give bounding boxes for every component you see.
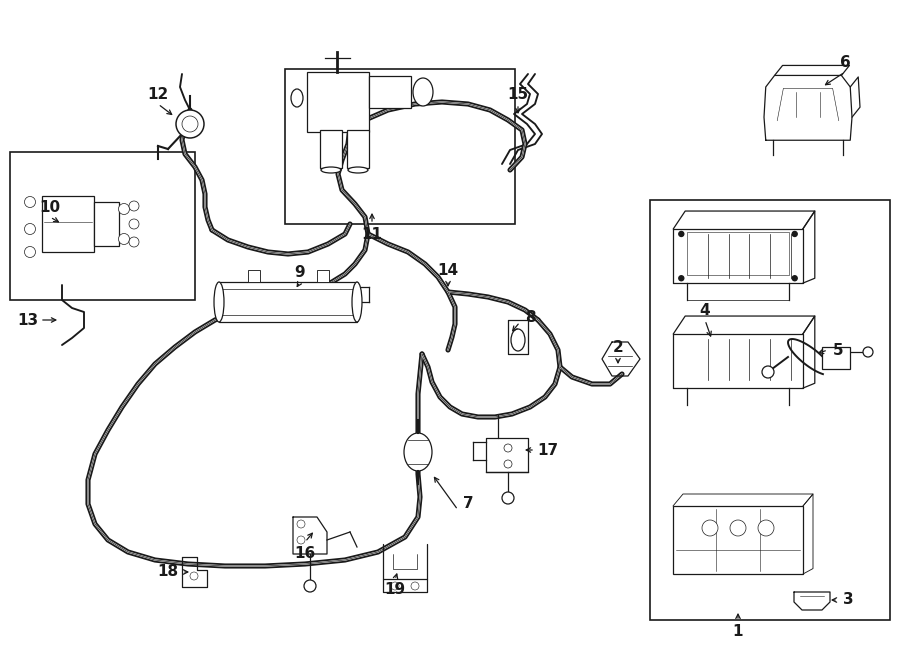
Circle shape — [679, 232, 684, 236]
Circle shape — [190, 572, 198, 580]
Text: 9: 9 — [294, 265, 305, 279]
Text: 8: 8 — [525, 310, 535, 324]
Text: 2: 2 — [613, 340, 624, 354]
Circle shape — [679, 276, 684, 281]
Ellipse shape — [129, 237, 139, 247]
Bar — [248, 270, 259, 282]
Text: 4: 4 — [699, 303, 710, 318]
Circle shape — [297, 536, 305, 544]
Circle shape — [24, 246, 35, 258]
Circle shape — [411, 582, 419, 590]
Circle shape — [24, 197, 35, 207]
Bar — [320, 130, 342, 168]
Bar — [42, 196, 94, 252]
Bar — [307, 72, 369, 132]
Circle shape — [702, 520, 718, 536]
Text: 16: 16 — [294, 547, 316, 561]
Circle shape — [730, 520, 746, 536]
Text: 1: 1 — [733, 624, 743, 639]
Circle shape — [391, 582, 399, 590]
Bar — [10, 152, 195, 300]
Ellipse shape — [348, 167, 368, 173]
Bar — [687, 232, 789, 275]
Ellipse shape — [511, 329, 525, 351]
Text: 11: 11 — [362, 226, 382, 242]
Circle shape — [863, 347, 873, 357]
Ellipse shape — [321, 167, 341, 173]
Text: 17: 17 — [537, 442, 559, 457]
Text: 14: 14 — [437, 263, 459, 277]
Text: 6: 6 — [840, 54, 850, 70]
Bar — [317, 270, 328, 282]
Circle shape — [182, 116, 198, 132]
Circle shape — [119, 234, 130, 244]
Bar — [650, 200, 890, 620]
Ellipse shape — [214, 282, 224, 322]
Bar — [369, 76, 411, 108]
Circle shape — [758, 520, 774, 536]
Circle shape — [792, 276, 797, 281]
Text: 15: 15 — [508, 87, 528, 101]
Circle shape — [502, 492, 514, 504]
Text: 18: 18 — [158, 565, 178, 579]
Bar — [219, 282, 357, 322]
Bar — [822, 347, 850, 369]
Ellipse shape — [129, 201, 139, 211]
Bar — [285, 69, 515, 224]
Circle shape — [176, 110, 204, 138]
Circle shape — [504, 444, 512, 452]
Bar — [94, 202, 119, 246]
Text: 19: 19 — [384, 583, 406, 598]
Circle shape — [297, 520, 305, 528]
Text: 3: 3 — [842, 592, 853, 608]
Circle shape — [504, 460, 512, 468]
Ellipse shape — [129, 219, 139, 229]
Text: 5: 5 — [832, 342, 843, 357]
Text: 10: 10 — [40, 199, 60, 214]
Circle shape — [762, 366, 774, 378]
Bar — [347, 130, 369, 168]
Circle shape — [304, 580, 316, 592]
Circle shape — [119, 203, 130, 214]
Text: 13: 13 — [17, 312, 39, 328]
Circle shape — [24, 224, 35, 234]
Text: 7: 7 — [463, 496, 473, 512]
Ellipse shape — [352, 282, 362, 322]
Bar — [673, 506, 803, 574]
Text: 12: 12 — [148, 87, 168, 101]
Ellipse shape — [291, 89, 303, 107]
Ellipse shape — [413, 78, 433, 106]
Circle shape — [792, 232, 797, 236]
Ellipse shape — [404, 433, 432, 471]
